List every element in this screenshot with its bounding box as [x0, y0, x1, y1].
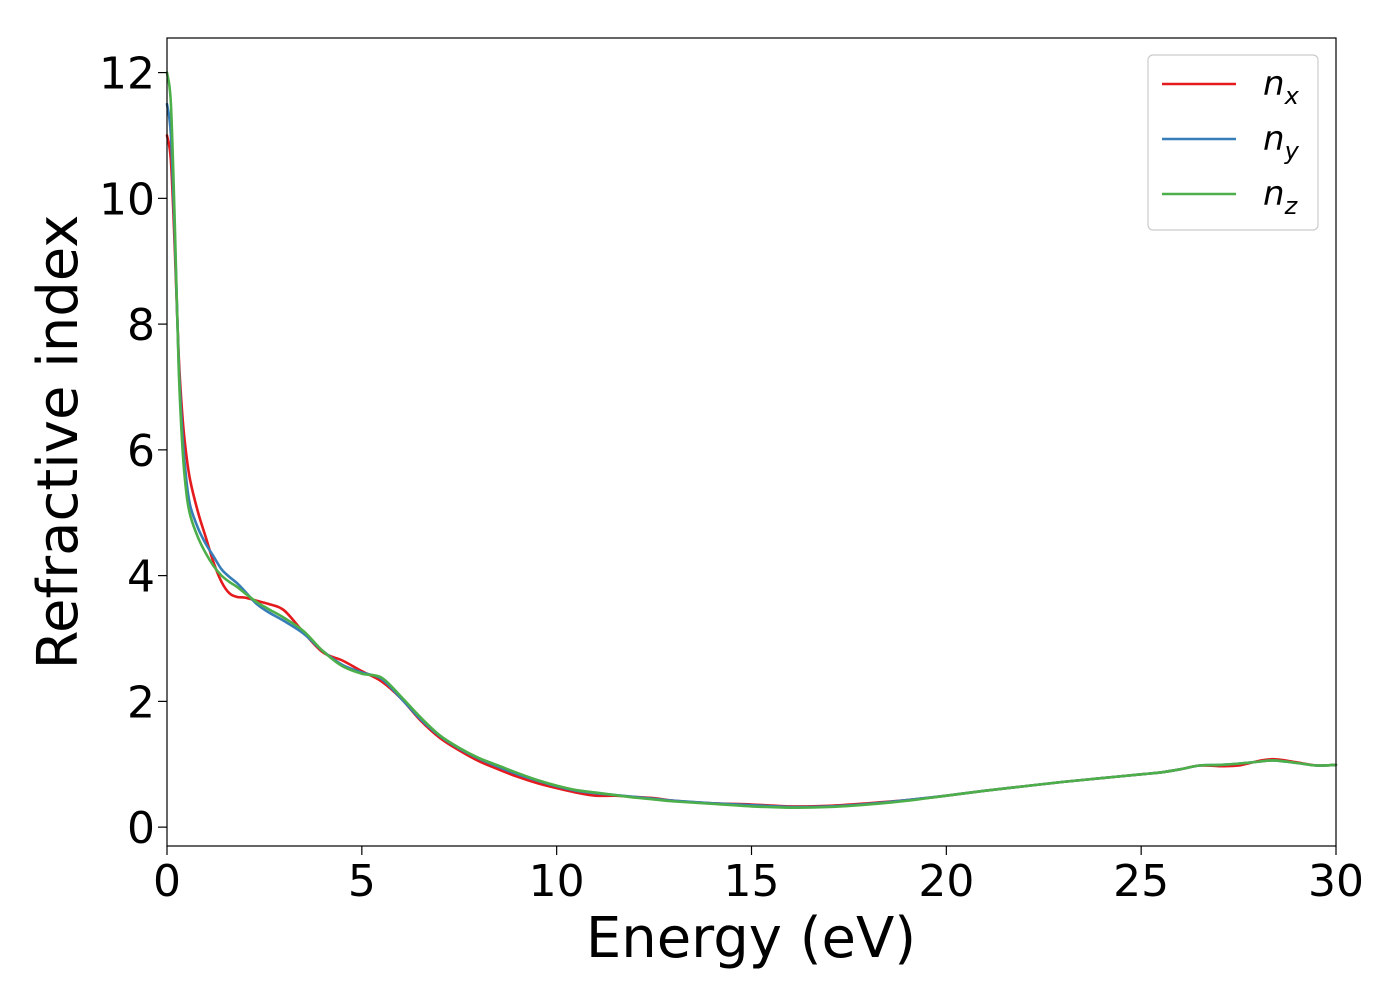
legend-label-nz: nz: [1263, 174, 1299, 220]
legend-label-symbol: n: [1263, 174, 1285, 214]
y-tick-label: 2: [127, 677, 155, 728]
x-tick-label: 20: [918, 856, 974, 907]
x-tick-label: 15: [724, 856, 780, 907]
legend-label-nx: nx: [1263, 64, 1300, 110]
x-tick-label: 0: [153, 856, 181, 907]
y-tick-label: 10: [99, 174, 155, 225]
legend-label-subscript: y: [1284, 137, 1300, 165]
y-tick-label: 12: [99, 49, 155, 100]
x-axis: 0 5 10 15 20 25 30: [153, 846, 1364, 907]
legend-label-symbol: n: [1263, 119, 1285, 159]
x-tick-label: 10: [529, 856, 585, 907]
legend-label-subscript: x: [1284, 82, 1300, 110]
plot-area: [167, 38, 1336, 846]
y-axis: 0 2 4 6 8 10 12: [99, 49, 167, 854]
x-tick-label: 5: [348, 856, 376, 907]
y-tick-label: 8: [127, 300, 155, 351]
legend-box: [1147, 54, 1319, 231]
legend-label-symbol: n: [1263, 64, 1285, 104]
legend-label-subscript: z: [1284, 192, 1299, 220]
y-tick-label: 4: [127, 552, 155, 603]
series-line-nz: [165, 71, 1338, 809]
y-axis-label: Refractive index: [26, 215, 91, 670]
x-tick-label: 25: [1113, 856, 1169, 907]
y-tick-label: 0: [127, 803, 155, 854]
x-axis-label: Energy (eV): [586, 906, 916, 971]
series-layer: [165, 71, 1338, 809]
y-tick-label: 6: [127, 426, 155, 477]
x-tick-label: 30: [1308, 856, 1364, 907]
legend-label-ny: ny: [1263, 119, 1300, 165]
